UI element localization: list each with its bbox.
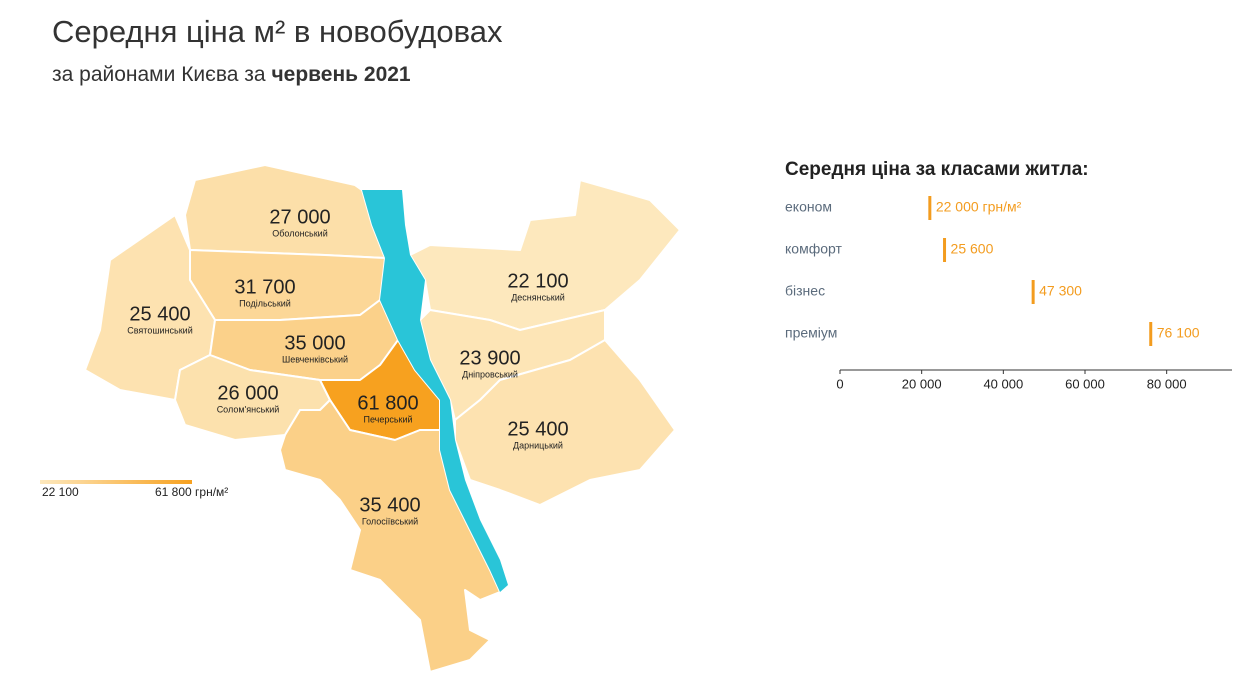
district-name: Шевченківський (282, 354, 348, 364)
chart: 0 20 000 40 000 60 000 80 000 економ 22 000 гр… (785, 196, 1200, 391)
value-label: 47 300 (1039, 283, 1082, 299)
district-value: 23 900 (459, 347, 520, 369)
district-value: 35 400 (359, 494, 420, 516)
district-value: 31 700 (234, 276, 295, 298)
district-name: Дніпровський (462, 369, 518, 379)
x-tick-label: 0 (836, 376, 843, 391)
district-value: 25 400 (507, 418, 568, 440)
x-tick-label: 20 000 (902, 376, 942, 391)
category-label: преміум (785, 325, 837, 341)
district-name: Печерський (363, 414, 412, 424)
title: Середня ціна м² в новобудовах (52, 14, 503, 49)
value-label: 25 600 (951, 241, 994, 257)
district-name: Оболонський (272, 228, 327, 238)
subtitle: за районами Києва за червень 2021 (52, 63, 411, 86)
district-name: Святошинський (127, 325, 192, 335)
legend-min: 22 100 (42, 485, 79, 499)
district-value: 25 400 (129, 303, 190, 325)
district-value: 27 000 (269, 206, 330, 228)
district-name: Подільський (239, 298, 291, 308)
bar (943, 238, 947, 262)
subtitle-text: за районами Києва за (52, 63, 266, 86)
district-value: 26 000 (217, 382, 278, 404)
district (279, 399, 501, 673)
river (362, 190, 508, 592)
bar (1031, 280, 1035, 304)
district-value: 61 800 (357, 392, 418, 414)
district-value: 35 000 (284, 332, 345, 354)
legend-max: 61 800 грн/м² (155, 485, 228, 499)
x-tick-label: 80 000 (1147, 376, 1187, 391)
district-name: Деснянський (511, 292, 565, 302)
chart-title: Середня ціна за класами житла: (785, 159, 1089, 180)
x-tick-label: 60 000 (1065, 376, 1105, 391)
legend-gradient (40, 480, 192, 484)
district-name: Дарницький (513, 440, 563, 450)
district-name: Солом'янський (217, 404, 280, 414)
bar (928, 196, 932, 220)
district-value: 22 100 (507, 270, 568, 292)
value-label: 76 100 (1157, 325, 1200, 341)
category-label: комфорт (785, 241, 842, 257)
category-label: бізнес (785, 283, 825, 299)
bar (1149, 322, 1153, 346)
x-tick-label: 40 000 (983, 376, 1023, 391)
district (409, 179, 681, 331)
map (84, 164, 681, 673)
subtitle-period: червень 2021 (271, 63, 410, 86)
value-label: 22 000 грн/м² (936, 199, 1022, 215)
district-name: Голосіївський (362, 516, 418, 526)
category-label: економ (785, 199, 832, 215)
district (454, 339, 676, 506)
